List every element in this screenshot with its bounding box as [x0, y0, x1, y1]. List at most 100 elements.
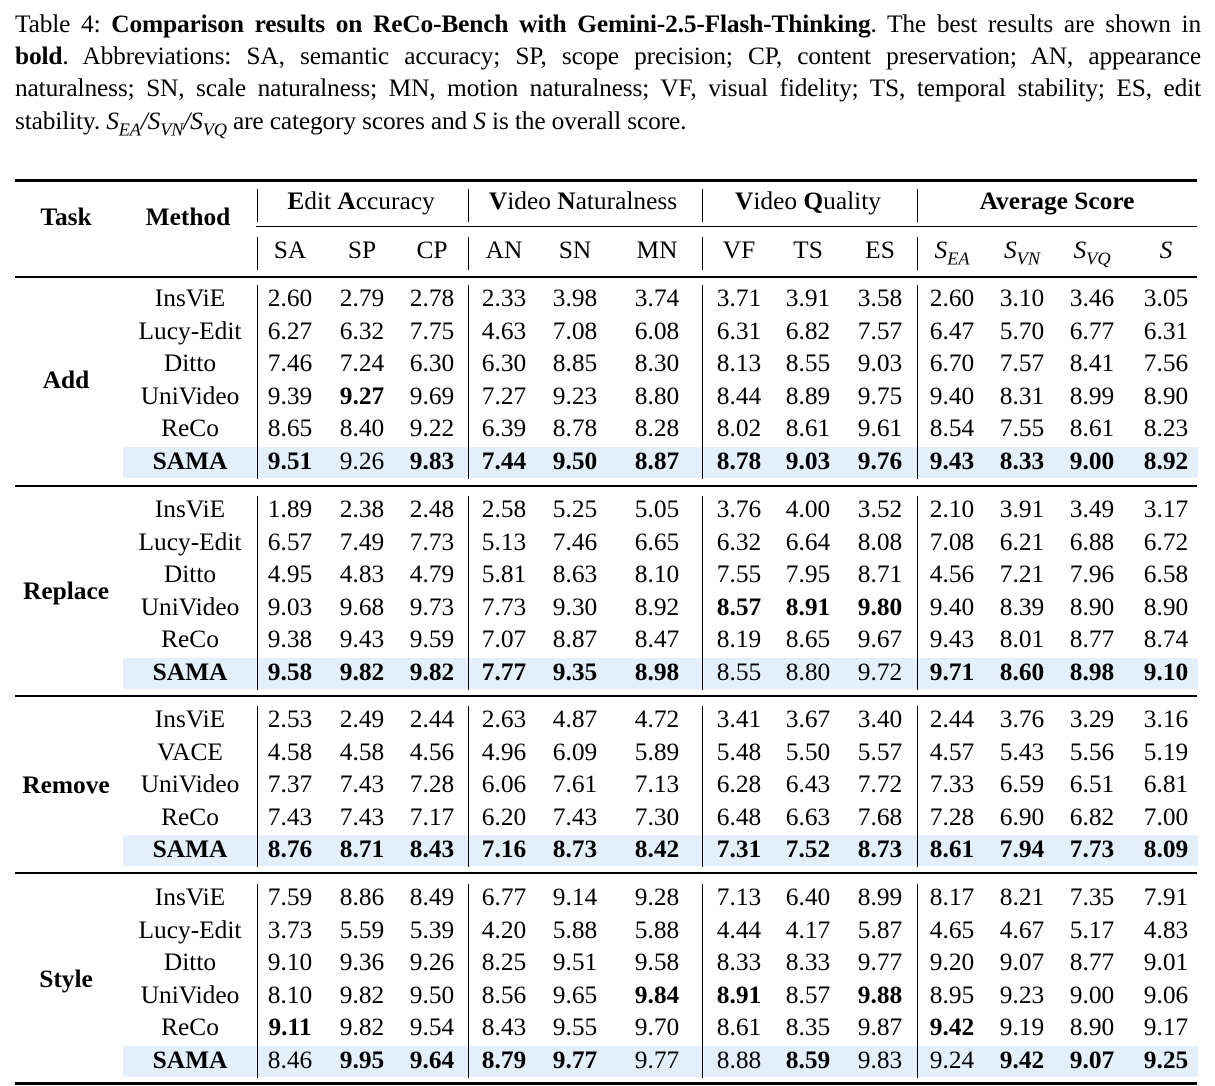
cell-s-vq: 3.49 [1069, 495, 1115, 523]
method-name: ReCo [161, 625, 219, 654]
cell-vf: 8.13 [716, 349, 762, 378]
task-label: Style [39, 964, 93, 993]
cell-s-vn: 6.90 [999, 802, 1045, 831]
cell-cp: 7.17 [409, 802, 455, 831]
cell-sn: 8.73 [552, 835, 598, 864]
cell-s-vq: 9.00 [1069, 447, 1115, 475]
caption-text: are category scores and [226, 106, 474, 135]
cell-s-vq: 8.90 [1069, 1013, 1115, 1042]
cell-s-vn: 7.94 [999, 835, 1045, 864]
cell-an: 8.25 [481, 948, 527, 977]
method-name: Lucy-Edit [138, 316, 242, 345]
cell-es: 5.87 [857, 915, 903, 944]
cell-sa: 8.10 [267, 980, 313, 1009]
cell-sp: 6.32 [339, 316, 385, 345]
cell-s-ea: 6.70 [929, 349, 975, 378]
cell-mn: 9.84 [634, 980, 680, 1009]
cell-ts: 3.67 [785, 705, 831, 733]
method-name: SAMA [152, 835, 228, 864]
method-name: Ditto [163, 349, 217, 378]
cell-es: 9.61 [857, 414, 903, 443]
cell-s: 8.74 [1143, 625, 1189, 654]
cell-s-ea: 8.17 [929, 883, 975, 911]
cell-sn: 8.78 [552, 414, 598, 443]
cell-vf: 8.55 [716, 658, 762, 686]
cell-mn: 7.13 [634, 770, 680, 799]
cell-ts: 6.40 [785, 883, 831, 911]
cell-ts: 6.82 [785, 316, 831, 345]
header-method: Method [145, 203, 231, 231]
cell-s-vn: 5.43 [999, 737, 1045, 766]
cell-s: 8.09 [1143, 835, 1189, 864]
cell-sn: 8.63 [552, 560, 598, 589]
cell-ts: 8.57 [785, 980, 831, 1009]
cell-vf: 4.44 [716, 915, 762, 944]
column-header-vf: VF [722, 236, 756, 264]
cell-ts: 3.91 [785, 284, 831, 312]
cell-sn: 9.77 [552, 1046, 598, 1074]
cell-s-vq: 6.82 [1069, 802, 1115, 831]
header-column-separator [917, 237, 919, 270]
cell-mn: 9.58 [634, 948, 680, 977]
cell-s-vq: 6.77 [1069, 316, 1115, 345]
cell-sa: 9.11 [268, 1013, 312, 1042]
cell-s: 8.90 [1143, 592, 1189, 621]
cell-an: 6.77 [481, 883, 527, 911]
cell-s: 9.06 [1143, 980, 1189, 1009]
cell-s-ea: 6.47 [929, 316, 975, 345]
cell-sa: 7.37 [267, 770, 313, 799]
cell-an: 6.20 [481, 802, 527, 831]
cell-an: 5.81 [481, 560, 527, 589]
cell-cp: 9.73 [409, 592, 455, 621]
cell-s: 9.01 [1143, 948, 1189, 977]
cell-s-ea: 2.10 [929, 495, 975, 523]
header-group-average-score: Average Score [979, 187, 1135, 215]
cell-sp: 8.71 [339, 835, 385, 864]
cell-mn: 8.10 [634, 560, 680, 589]
cell-sn: 9.65 [552, 980, 598, 1009]
cell-sa: 4.95 [267, 560, 313, 589]
cell-an: 6.30 [481, 349, 527, 378]
cell-mn: 8.92 [634, 592, 680, 621]
cell-s: 3.17 [1143, 495, 1189, 523]
cell-ts: 9.03 [785, 447, 831, 475]
method-name: UniVideo [140, 381, 240, 410]
cell-es: 3.40 [857, 705, 903, 733]
cell-s-vq: 7.96 [1069, 560, 1115, 589]
cell-sp: 2.79 [339, 284, 385, 312]
cell-ts: 8.91 [785, 592, 831, 621]
cell-sp: 4.83 [339, 560, 385, 589]
cell-sn: 7.08 [552, 316, 598, 345]
cell-cp: 7.75 [409, 316, 455, 345]
cell-mn: 6.65 [634, 527, 680, 556]
highlight-band [123, 657, 1198, 689]
cell-es: 7.72 [857, 770, 903, 799]
method-name: UniVideo [140, 592, 240, 621]
cell-s: 8.90 [1143, 381, 1189, 410]
cell-sa: 1.89 [267, 495, 313, 523]
cell-s-vn: 9.19 [999, 1013, 1045, 1042]
method-name: VACE [157, 737, 223, 766]
table-caption: Table 4: Comparison results on ReCo-Benc… [15, 8, 1202, 138]
cell-s-vn: 8.33 [999, 447, 1045, 475]
cell-s-vn: 8.31 [999, 381, 1045, 410]
cell-es: 9.03 [857, 349, 903, 378]
cell-s-ea: 4.57 [929, 737, 975, 766]
header-group-video-naturalness: Video Naturalness [488, 187, 678, 215]
caption-label: Table 4: [15, 10, 101, 38]
header-task: Task [40, 203, 92, 231]
caption-text: . The best results are shown in [870, 10, 1202, 38]
column-separator [468, 884, 470, 1078]
cell-sa: 9.51 [267, 447, 313, 475]
cell-ts: 4.00 [785, 495, 831, 523]
cell-sn: 3.98 [552, 284, 598, 312]
cell-cp: 7.73 [409, 527, 455, 556]
cell-mn: 8.80 [634, 381, 680, 410]
bottom-rule [15, 1082, 1197, 1085]
column-header-cp: CP [416, 236, 448, 264]
column-header-sa: SA [273, 236, 307, 264]
cell-es: 3.58 [857, 284, 903, 312]
cell-an: 7.27 [481, 381, 527, 410]
cell-s-ea: 9.71 [929, 658, 975, 686]
cell-s-vq: 7.35 [1069, 883, 1115, 911]
